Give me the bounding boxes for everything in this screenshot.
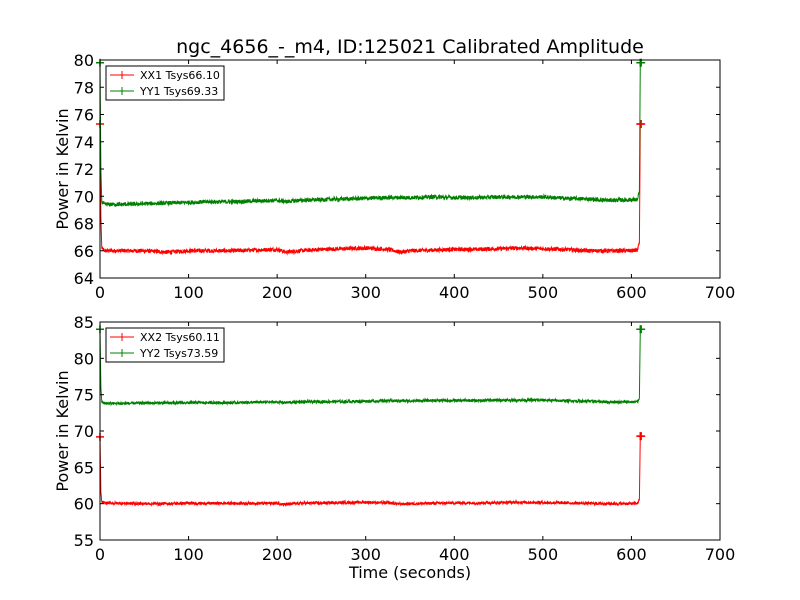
bottom-panel: 0 100 200 300 400 500 600 700 55 60 65 70 75 80 85 Powe… [53,313,735,564]
legend: XX1 Tsys66.10 YY1 Tsys69.33 [105,65,225,101]
y-tick-label: 64 [74,269,94,288]
legend-label: YY1 Tsys69.33 [139,85,218,98]
chart-title: ngc_4656_-_m4, ID:125021 Calibrated Ampl… [176,36,644,58]
x-tick-label: 600 [616,545,647,564]
legend: XX2 Tsys60.11 YY2 Tsys73.59 [105,327,225,363]
x-axis-label: Time (seconds) [348,563,471,582]
y-tick-label: 72 [74,160,94,179]
y-tick-label: 85 [74,313,94,332]
x-tick-label: 500 [528,283,559,302]
x-tick-label: 400 [439,283,470,302]
y-tick-label: 70 [74,422,94,441]
y-tick-label: 60 [74,495,94,514]
x-tick-label: 200 [262,283,293,302]
series-trace [99,60,642,208]
series-1-line [96,432,646,508]
y-tick-label: 75 [74,386,94,405]
y-tick-label: 65 [74,458,94,477]
y-tick-label: 70 [74,187,94,206]
x-tick-label: 500 [528,545,559,564]
y-tick-label: 55 [74,531,94,550]
series-1-line [96,120,646,256]
y-tick-label: 68 [74,215,94,234]
x-tick-label: 0 [95,545,105,564]
y-tick-label: 78 [74,78,94,97]
y-axis-label: Power in Kelvin [53,108,72,229]
legend-label: YY2 Tsys73.59 [139,347,218,360]
x-tick-label: 200 [262,545,293,564]
data-point-marker [637,432,646,441]
series-trace [99,435,642,508]
y-tick-label: 80 [74,51,94,70]
legend-box [105,65,225,101]
series-trace [99,327,642,407]
top-panel: 0 100 200 300 400 500 600 700 64 66 68 70 72 74 76 78 80… [53,51,735,302]
x-tick-label: 300 [350,545,381,564]
y-tick-label: 80 [74,349,94,368]
data-point-marker [637,120,646,129]
x-tick-label: 0 [95,283,105,302]
x-tick-label: 600 [616,283,647,302]
x-tick-label: 300 [350,283,381,302]
x-tick-label: 700 [705,545,736,564]
y-tick-label: 76 [74,106,94,125]
x-tick-label: 400 [439,545,470,564]
series-trace [99,122,642,256]
y-axis-label: Power in Kelvin [53,370,72,491]
legend-label: XX1 Tsys66.10 [140,69,220,82]
x-tick-label: 100 [173,545,204,564]
legend-label: XX2 Tsys60.11 [140,331,220,344]
x-tick-label: 700 [705,283,736,302]
y-tick-label: 66 [74,242,94,261]
legend-box [105,327,225,363]
y-tick-label: 74 [74,133,94,152]
x-tick-label: 100 [173,283,204,302]
data-point-marker [637,325,646,334]
